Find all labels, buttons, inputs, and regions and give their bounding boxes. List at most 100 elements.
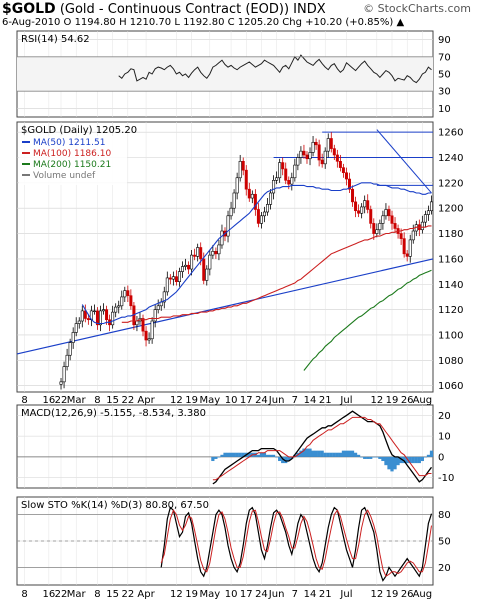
macd-histogram-bar	[223, 452, 227, 457]
x-tick-label: 8	[21, 395, 27, 406]
price-candle	[177, 271, 181, 283]
x-tick-label: 8	[21, 589, 27, 600]
price-candle	[341, 167, 345, 174]
price-candle	[74, 323, 78, 333]
price-candle	[344, 172, 348, 180]
price-candle	[266, 204, 270, 213]
price-candle	[68, 342, 72, 356]
price-candle	[323, 150, 327, 165]
price-candle	[262, 211, 266, 217]
trendline	[16, 258, 434, 355]
macd-histogram-bar	[275, 456, 279, 458]
price-candle	[174, 276, 178, 283]
x-tick-label: 7	[292, 395, 298, 406]
macd-histogram-bar	[271, 454, 276, 457]
price-candle	[65, 354, 69, 367]
price-candle	[354, 201, 358, 212]
y-tick-label: 1260	[438, 128, 463, 139]
price-candle	[314, 141, 318, 146]
y-tick-label: 50	[438, 537, 451, 548]
x-tick-label: 17	[240, 589, 253, 600]
y-tick-label: 1160	[438, 254, 463, 265]
price-candle	[229, 207, 233, 217]
price-candle	[220, 230, 224, 246]
macd-histogram-bar	[408, 456, 412, 464]
price-candle	[187, 264, 191, 270]
price-candle	[180, 266, 184, 272]
macd-line	[212, 410, 433, 485]
price-candle	[217, 244, 221, 255]
x-tick-label: 8	[94, 589, 100, 600]
macd-histogram-bar	[360, 456, 364, 458]
price-candle	[250, 193, 254, 199]
price-candle	[347, 178, 351, 190]
x-tick-label: 15	[106, 589, 119, 600]
y-tick-label: 1220	[438, 178, 463, 189]
price-candle	[375, 229, 379, 234]
x-tick-label: 26	[401, 589, 414, 600]
x-tick-label: 24	[255, 589, 268, 600]
macd-histogram-bar	[259, 452, 264, 457]
price-candle	[71, 332, 75, 343]
price-candle	[129, 295, 133, 307]
x-tick-label: 14	[304, 395, 317, 406]
macd-histogram-bar	[417, 456, 421, 464]
macd-histogram-bar	[420, 456, 424, 462]
rsi-line	[118, 54, 432, 84]
x-tick-label: 12	[370, 395, 383, 406]
y-tick-label: 80	[438, 510, 451, 521]
y-tick-label: 30	[438, 87, 451, 98]
price-candle	[196, 247, 200, 257]
price-candle	[293, 164, 297, 179]
panel-2: 20 10 0 -10 MACD(12,26,9) -5.155, -8.534, 3.…	[16, 404, 454, 489]
macd-histogram-bar	[247, 452, 251, 457]
x-tick-label: 16	[43, 589, 56, 600]
macd-histogram-bar	[299, 450, 303, 457]
chart-title: $GOLD (Gold - Continuous Contract (EOD))…	[2, 1, 326, 17]
price-candle	[402, 238, 406, 255]
panel-title: Slow STO %K(14) %D(3) 80.80, 67.50	[21, 500, 209, 511]
price-candle	[338, 160, 342, 168]
x-tick-label: 19	[386, 589, 399, 600]
x-tick-label: 14	[304, 589, 317, 600]
price-candle	[162, 291, 166, 303]
price-candle	[378, 223, 382, 231]
price-candle	[275, 177, 279, 181]
price-candle	[135, 320, 139, 326]
quote-line: 6-Aug-2010 O 1194.80 H 1210.70 L 1192.80…	[2, 17, 405, 28]
y-tick-label: 70	[438, 52, 451, 63]
price-candle	[429, 201, 433, 212]
macd-histogram-bar	[311, 450, 315, 457]
macd-histogram-bar	[314, 450, 318, 457]
macd-histogram-bar	[262, 452, 267, 457]
macd-histogram-bar	[423, 456, 428, 458]
price-candle	[193, 254, 197, 257]
price-candle	[363, 200, 367, 208]
price-candle	[384, 209, 388, 217]
price-candle	[317, 144, 321, 161]
macd-histogram-bar	[214, 456, 218, 459]
x-tick-label: 24	[255, 395, 268, 406]
price-candle	[171, 276, 175, 280]
price-candle	[111, 311, 115, 326]
ma-line	[81, 182, 432, 325]
macd-histogram-bar	[278, 456, 282, 462]
macd-histogram-bar	[226, 452, 230, 457]
price-candle	[244, 169, 248, 190]
panel-frame	[16, 404, 434, 489]
macd-histogram-bar	[411, 456, 415, 464]
y-tick-label: 90	[438, 35, 451, 46]
price-candle	[405, 253, 409, 257]
x-tick-label: Apr	[137, 395, 155, 406]
panel-title: MACD(12,26,9) -5.155, -8.534, 3.380	[21, 408, 206, 419]
price-candle	[351, 188, 355, 203]
y-tick-label: 1120	[438, 305, 463, 316]
macd-histogram-bar	[381, 456, 385, 462]
price-candle	[117, 305, 121, 308]
price-candle	[381, 215, 385, 224]
price-candle	[335, 154, 339, 162]
price-candle	[232, 192, 236, 209]
macd-histogram-bar	[281, 456, 285, 464]
panel-frame	[16, 121, 434, 393]
y-tick-label: 1100	[438, 330, 463, 341]
